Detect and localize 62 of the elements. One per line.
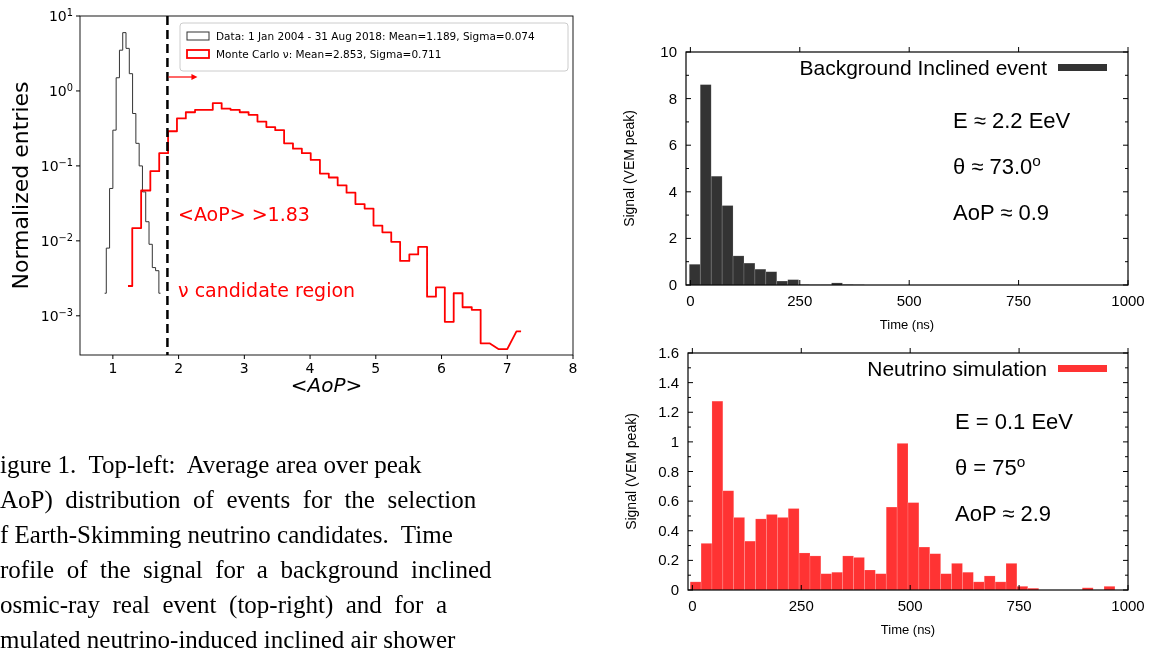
- x-axis-title: Time (ns): [880, 622, 936, 637]
- y-tick-label: 1.6: [658, 344, 679, 361]
- y-tick-label: 1: [670, 432, 679, 450]
- x-tick-label: 250: [787, 292, 813, 309]
- y-tick-label: 6: [668, 136, 677, 154]
- x-tick-label: 250: [788, 597, 814, 614]
- annotation: AoP ≈ 0.9: [953, 200, 1050, 225]
- y-axis-title: Signal (VEM peak): [623, 413, 639, 530]
- y-axis-title: Signal (VEM peak): [621, 110, 637, 227]
- x-tick-label: 8: [568, 360, 578, 376]
- y-tick-label: 1.2: [658, 403, 679, 421]
- x-axis-title: <AoP>: [290, 373, 363, 397]
- text: AoP) distribution of events for the selection: [0, 486, 477, 514]
- y-tick-label: 10$^{−3}$: [40, 306, 73, 324]
- y-tick-label: 10$^{−1}$: [40, 156, 73, 174]
- annotation: E = 0.1 EeV: [955, 409, 1074, 434]
- x-tick-label: 500: [896, 292, 922, 309]
- annotation: <AoP> >1.83: [178, 202, 310, 225]
- y-tick-label: 0: [668, 276, 677, 293]
- x-tick-label: 1: [108, 360, 118, 376]
- text: osmic-ray real event (top-right) and for a: [0, 591, 448, 619]
- x-tick-label: 0: [686, 292, 695, 309]
- x-tick-label: 5: [371, 360, 381, 376]
- y-tick-label: 10: [660, 43, 677, 60]
- text: mulated neutrino-induced inclined air shower: [0, 626, 457, 653]
- annotation: θ ≈ 73.0$^{o}$: [953, 151, 1041, 179]
- y-axis-title: Normalized entries: [8, 81, 33, 290]
- legend-label: Monte Carlo ν: Mean=2.853, Sigma=0.711: [216, 48, 442, 60]
- y-tick-label: 10$^{0}$: [48, 81, 73, 99]
- legend-label: Neutrino simulation: [867, 357, 1047, 380]
- y-tick-label: 2: [668, 229, 677, 247]
- x-tick-label: 500: [897, 597, 923, 614]
- y-tick-label: 10$^{1}$: [48, 6, 73, 24]
- x-tick-label: 750: [1006, 597, 1032, 614]
- annotation: θ = 75$^{o}$: [955, 452, 1026, 480]
- y-tick-label: 0.6: [658, 492, 679, 510]
- text: igure 1. Top-left: Average area over peak: [0, 451, 422, 478]
- y-tick-label: 1.4: [658, 373, 679, 391]
- y-tick-label: 4: [668, 182, 677, 200]
- y-tick-label: 10$^{−2}$: [40, 231, 73, 249]
- x-tick-label: 750: [1006, 292, 1032, 309]
- text: f Earth-Skimming neutrino candidates. Time: [0, 521, 453, 548]
- x-tick-label: 1000: [1111, 597, 1145, 614]
- x-tick-label: 2: [174, 360, 184, 376]
- annotation: AoP ≈ 2.9: [955, 501, 1052, 526]
- legend-label: Data: 1 Jan 2004 - 31 Aug 2018: Mean=1.189, Sigma=0.074: [216, 30, 536, 42]
- x-axis-title: Time (ns): [879, 317, 935, 332]
- annotation: ν candidate region: [178, 278, 356, 301]
- y-tick-label: 0: [670, 581, 679, 598]
- legend-label: Background Inclined event: [799, 56, 1048, 79]
- text: rofile of the signal for a background inclined: [0, 556, 493, 583]
- x-tick-label: 1000: [1111, 292, 1145, 309]
- y-tick-label: 8: [668, 89, 677, 107]
- annotation: E ≈ 2.2 EeV: [953, 108, 1071, 133]
- x-tick-label: 0: [688, 597, 697, 614]
- y-tick-label: 0.2: [658, 551, 679, 569]
- x-tick-label: 4: [305, 360, 315, 376]
- y-tick-label: 0.4: [658, 521, 679, 539]
- x-tick-label: 7: [502, 360, 512, 376]
- x-tick-label: 6: [437, 360, 447, 376]
- x-tick-label: 3: [239, 360, 249, 376]
- y-tick-label: 0.8: [658, 462, 679, 480]
